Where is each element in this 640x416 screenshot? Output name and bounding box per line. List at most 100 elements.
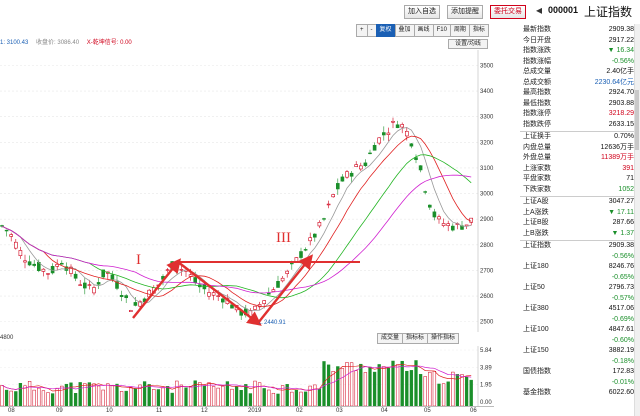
volume-bar	[175, 380, 179, 406]
quote-label: 总成交额	[523, 78, 551, 86]
date-tick: 06	[470, 408, 477, 414]
volume-bar	[4, 389, 9, 406]
index-change-row: -0.56%	[520, 252, 634, 263]
volume-chart[interactable]: 5.84 3.89 1.95 0.00	[0, 346, 494, 406]
volume-bar	[207, 382, 211, 406]
index-row[interactable]: 上证180 8246.76	[520, 262, 634, 273]
quote-label: 指数涨跌	[523, 47, 551, 54]
index-label: 上证150	[523, 347, 549, 354]
price-tick: 2800.00	[480, 243, 494, 249]
candle	[340, 176, 345, 182]
candle	[124, 295, 128, 299]
candlestick-chart[interactable]: 3500.00 3400.00 3300.00 3200.00 3100.00 3000.…	[0, 50, 494, 332]
date-tick: 2019	[248, 408, 262, 414]
index-change: -0.18%	[611, 357, 634, 365]
volume-tick: 1.95	[480, 383, 492, 389]
volume-bar	[423, 376, 427, 406]
quote-value: 3047.27	[608, 198, 634, 205]
index-row[interactable]: 国债指数 172.83	[520, 367, 634, 378]
legend-signal: X-乾坤信号: 0.00	[86, 40, 132, 46]
adjust-button[interactable]: 复权	[375, 24, 396, 37]
stock-code: 000001	[548, 5, 579, 15]
indicator-button[interactable]: 指标	[468, 24, 489, 37]
volume-bar	[244, 384, 248, 406]
volume-bar	[451, 371, 455, 406]
quote-value: 11389万手	[601, 154, 634, 161]
candle	[326, 203, 331, 206]
index-change: -0.69%	[611, 315, 634, 323]
candle	[345, 171, 349, 178]
volume-bar	[147, 384, 151, 406]
add-watchlist-button[interactable]: 加入自选	[404, 5, 440, 19]
candle	[266, 292, 271, 295]
volume-tab[interactable]: 成交量	[377, 333, 404, 344]
candle	[450, 225, 455, 231]
index-row[interactable]: 上证指数 2909.38	[520, 241, 634, 252]
index-row[interactable]: 上证100 4847.61	[520, 325, 634, 336]
candle	[469, 217, 474, 223]
volume-bar	[395, 364, 400, 406]
ma-settings-button[interactable]: 设置/均线	[448, 39, 488, 49]
index-row[interactable]: 上证380 4517.06	[520, 304, 634, 315]
index-value: 8246.76	[608, 263, 634, 270]
quote-value: 2.40亿手	[606, 68, 634, 75]
quote-label: 今日开盘	[523, 36, 551, 44]
price-tick: 2500.00	[480, 320, 494, 326]
volume-bar	[455, 374, 460, 406]
candle	[303, 249, 308, 251]
index-change: -0.57%	[611, 294, 634, 302]
candle	[230, 304, 234, 309]
candle	[363, 162, 368, 167]
ma-line-20	[1, 154, 472, 299]
date-tick: 10	[106, 408, 113, 414]
candle	[418, 165, 423, 171]
breadth-row: 外盘总量 11389万手	[520, 153, 634, 164]
breadth-row: 平盘家数 71	[520, 174, 634, 185]
candle	[119, 295, 124, 297]
price-tick: 2900.00	[480, 217, 494, 223]
candle	[23, 260, 27, 263]
volume-bar	[382, 366, 386, 406]
candle	[294, 257, 299, 262]
volume-bar	[41, 390, 46, 406]
volume-bar	[110, 385, 115, 406]
overlay-button[interactable]: 叠加	[394, 24, 415, 37]
quote-row: 指数涨跌 ▼ 16.34	[520, 46, 634, 57]
period-button[interactable]: 周期	[449, 24, 470, 37]
candle	[32, 263, 37, 266]
volume-bar	[124, 390, 128, 406]
quote-row: 总成交量 2.40亿手	[520, 67, 634, 78]
volume-bar	[138, 384, 142, 406]
indicator-tab[interactable]: 指标标	[402, 333, 429, 344]
volume-bar	[27, 381, 32, 406]
index-label: 国债指数	[523, 368, 551, 375]
draw-line-button[interactable]: 画线	[413, 24, 434, 37]
volume-bar	[78, 382, 82, 406]
add-alert-button[interactable]: 添加提醒	[447, 5, 483, 19]
candle	[14, 241, 18, 249]
candle	[41, 268, 46, 272]
back-arrow-icon[interactable]: ◂	[536, 3, 543, 17]
quote-value: 0.70%	[614, 133, 634, 140]
date-tick: 11	[156, 408, 163, 414]
scrollbar-thumb[interactable]	[635, 90, 639, 150]
index-row[interactable]: 基金指数 6022.60	[520, 388, 634, 399]
quote-value: 12636万手	[600, 143, 634, 151]
f10-button[interactable]: F10	[432, 24, 451, 37]
index-row[interactable]: 上证150 3882.19	[520, 346, 634, 357]
volume-ma-10	[1, 365, 472, 391]
volume-tick: 3.89	[480, 365, 492, 371]
trade-button[interactable]: 委托交易	[490, 5, 526, 19]
operation-tab[interactable]: 操作指标	[427, 333, 460, 344]
volume-scale-label: 4800	[0, 335, 14, 341]
index-row[interactable]: 上证50 2796.73	[520, 283, 634, 294]
price-tick: 3200.00	[480, 140, 494, 146]
panel-scrollbar[interactable]	[634, 24, 640, 416]
quote-label: 最低指数	[523, 99, 551, 107]
volume-bar	[216, 387, 220, 406]
candle	[221, 298, 225, 303]
ma-line-30	[1, 174, 472, 294]
candle	[437, 216, 441, 220]
volume-ma-5	[1, 363, 472, 392]
volume-bar	[32, 389, 36, 406]
